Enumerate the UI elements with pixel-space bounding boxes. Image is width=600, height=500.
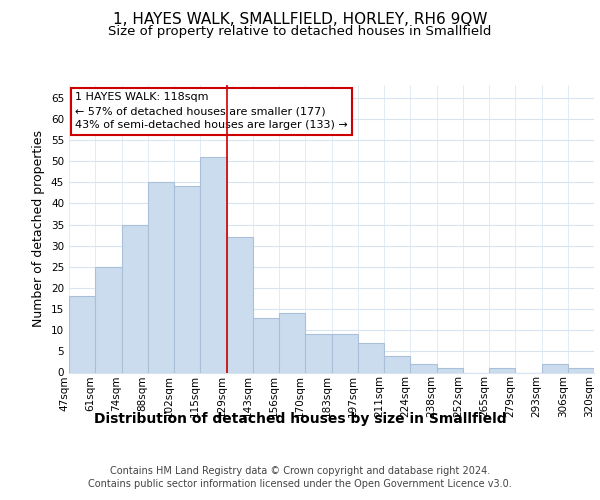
Bar — [69, 296, 95, 372]
Bar — [542, 364, 568, 372]
Bar — [253, 318, 279, 372]
Bar — [148, 182, 174, 372]
Text: Contains public sector information licensed under the Open Government Licence v3: Contains public sector information licen… — [88, 479, 512, 489]
Text: Distribution of detached houses by size in Smallfield: Distribution of detached houses by size … — [94, 412, 506, 426]
Text: 1 HAYES WALK: 118sqm
← 57% of detached houses are smaller (177)
43% of semi-deta: 1 HAYES WALK: 118sqm ← 57% of detached h… — [76, 92, 348, 130]
Text: Contains HM Land Registry data © Crown copyright and database right 2024.: Contains HM Land Registry data © Crown c… — [110, 466, 490, 476]
Bar — [121, 224, 148, 372]
Bar — [384, 356, 410, 372]
Y-axis label: Number of detached properties: Number of detached properties — [32, 130, 46, 327]
Bar — [489, 368, 515, 372]
Bar — [358, 343, 384, 372]
Bar — [410, 364, 437, 372]
Bar — [437, 368, 463, 372]
Bar — [568, 368, 594, 372]
Bar — [331, 334, 358, 372]
Bar — [279, 314, 305, 372]
Bar — [174, 186, 200, 372]
Bar — [95, 267, 121, 372]
Bar — [200, 157, 227, 372]
Bar — [305, 334, 331, 372]
Text: 1, HAYES WALK, SMALLFIELD, HORLEY, RH6 9QW: 1, HAYES WALK, SMALLFIELD, HORLEY, RH6 9… — [113, 12, 487, 28]
Bar — [227, 237, 253, 372]
Text: Size of property relative to detached houses in Smallfield: Size of property relative to detached ho… — [109, 25, 491, 38]
